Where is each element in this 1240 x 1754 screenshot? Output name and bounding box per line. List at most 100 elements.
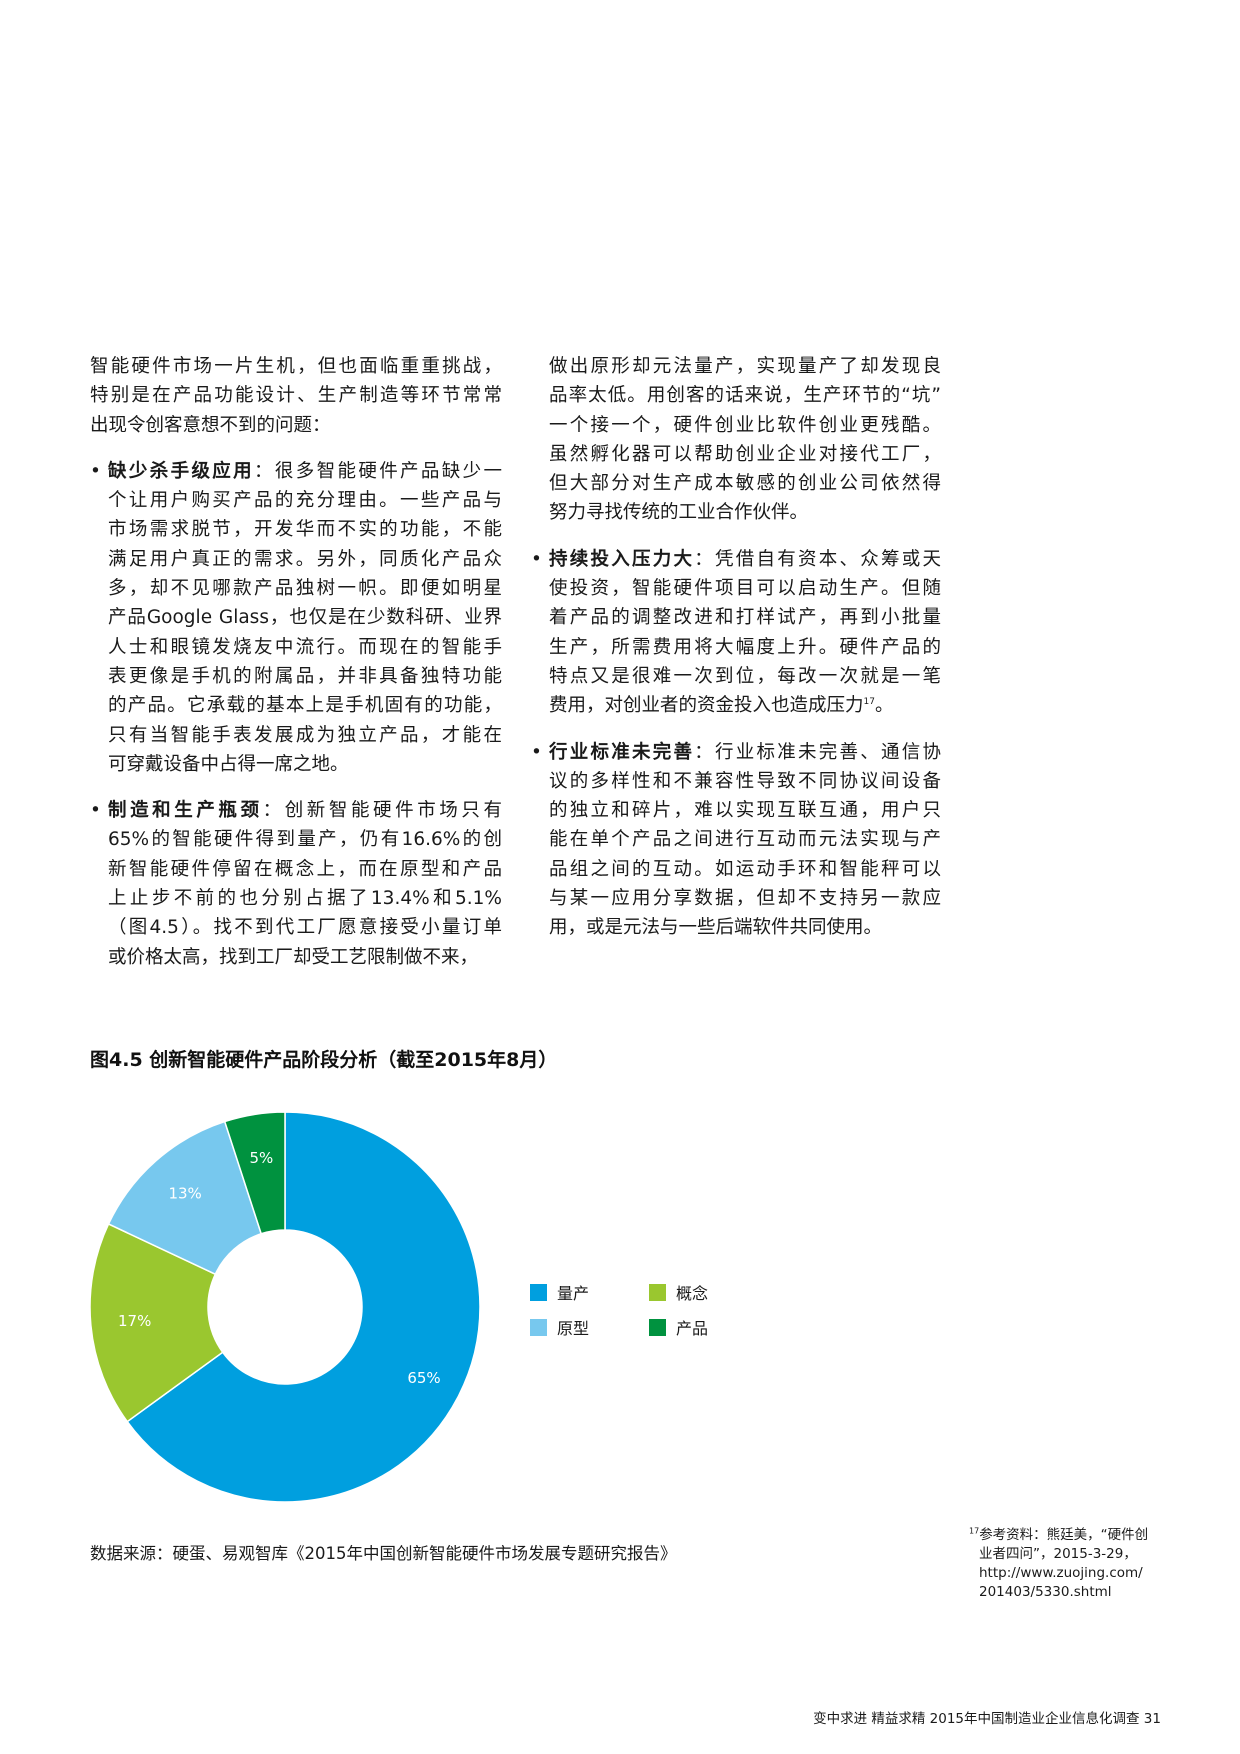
text-line: 品组之间的互动。如运动手环和智能秤可以 (549, 855, 941, 884)
text-line: 能在单个产品之间进行互动而元法实现与产 (549, 825, 941, 854)
slice-label: 65% (407, 1369, 440, 1387)
text-line: 一个接一个，硬件创业比软件创业更残酷。 (549, 414, 941, 436)
text-span: 65%的智能硬件得到量产，仍有16.6%的创 (108, 829, 502, 851)
text-span: 只有当智能手表发展成为独立产品，才能在 (108, 724, 502, 746)
text-span: 人士和眼镜发烧友中流行。而现在的智能手 (108, 636, 502, 658)
text-line: 虽然孵化器可以帮助创业企业对接代工厂， (549, 443, 941, 465)
text-span: ：创新智能硬件市场只有 (262, 800, 502, 822)
text-line: 可穿戴设备中占得一席之地。 (108, 750, 502, 779)
left-column: 智能硬件市场一片生机，但也面临重重挑战， 特别是在产品功能设计、生产制造等环节常常… (90, 352, 502, 989)
text-span: 新智能硬件停留在概念上，而在原型和产品 (108, 858, 502, 880)
text-line: （图4.5）。找不到代工厂愿意接受小量订单 (108, 913, 502, 942)
text-line: 做出原形却元法量产，实现量产了却发现良 (549, 356, 941, 377)
slice-label: 5% (249, 1149, 273, 1167)
text-span: 个让用户购买产品的充分理由。一些产品与 (108, 490, 502, 512)
text-span: 市场需求脱节，开发华而不实的功能，不能 (108, 519, 502, 541)
text-span: 生产，所需费用将大幅度上升。硬件产品的 (549, 636, 941, 658)
bullet-killer-app: • 缺少杀手级应用：很多智能硬件产品缺少一 个让用户购买产品的充分理由。一些产品与市… (90, 457, 502, 779)
intro-paragraph: 智能硬件市场一片生机，但也面临重重挑战， 特别是在产品功能设计、生产制造等环节常常… (90, 352, 502, 440)
figure-title: 图4.5 创新智能硬件产品阶段分析（截至2015年8月） (90, 1049, 558, 1071)
text-line: 的产品。它承载的基本上是手机固有的功能， (108, 691, 502, 720)
slice-产品 (223, 1111, 286, 1235)
text-line: 行业标准未完善：行业标准未完善、通信协 (549, 738, 941, 767)
legend-swatch-icon (530, 1283, 547, 1301)
text-span: 多，却不见哪款产品独树一帜。即便如明星 (108, 578, 502, 600)
legend-swatch-icon (649, 1283, 666, 1301)
legend-label: 量产 (557, 1284, 590, 1303)
text-line: 上止步不前的也分别占据了13.4%和5.1% (108, 884, 502, 913)
bullet-icon: • (90, 800, 101, 822)
text-line: 出现令创客意想不到的问题： (90, 414, 331, 436)
text-span: 表更像是手机的附属品，并非具备独特功能 (108, 665, 502, 687)
text-line: 用，或是元法与一些后端软件共同使用。 (549, 913, 941, 942)
text-line: 议的多样性和不兼容性导致不同协议间设备 (549, 767, 941, 796)
text-span: 可穿戴设备中占得一席之地。 (108, 753, 349, 775)
slice-量产 (126, 1111, 481, 1503)
footnote-ref: 17 (863, 697, 875, 708)
legend-item: 量产 (530, 1280, 589, 1304)
bullet-heading: 行业标准未完善 (549, 741, 695, 763)
bullet-icon: • (531, 548, 542, 570)
text-span: 的产品。它承载的基本上是手机固有的功能， (108, 695, 502, 717)
text-line: 产品Google Glass，也仅是在少数科研、业界 (108, 603, 502, 632)
bullet-standards: • 行业标准未完善：行业标准未完善、通信协议的多样性和不兼容性导致不同协议间设备的… (531, 738, 941, 943)
continued-paragraph: 做出原形却元法量产，实现量产了却发现良 品率太低。用创客的话来说，生产环节的“坑”… (531, 352, 941, 528)
legend-item: 产品 (649, 1315, 708, 1339)
text-span: 与某一应用分享数据，但却不支持另一款应 (549, 888, 941, 910)
text-span: 议的多样性和不兼容性导致不同协议间设备 (549, 770, 941, 792)
text-span: ：行业标准未完善、通信协 (694, 741, 941, 763)
text-line: 只有当智能手表发展成为独立产品，才能在 (108, 721, 502, 750)
legend-label: 产品 (676, 1319, 709, 1338)
data-source: 数据来源：硬蛋、易观智库《2015年中国创新智能硬件市场发展专题研究报告》 (90, 1544, 677, 1563)
slice-label: 13% (168, 1185, 201, 1203)
text-line: 的独立和碎片，难以实现互联互通，用户只 (549, 796, 941, 825)
text-span: 品组之间的互动。如运动手环和智能秤可以 (549, 858, 941, 880)
legend-label: 原型 (557, 1319, 590, 1338)
footnote: 17参考资料：熊廷美，“硬件创 业者四问”，2015-3-29， http://… (969, 1526, 1148, 1602)
text-span: ：很多智能硬件产品缺少一 (254, 460, 502, 482)
text-line: 使投资，智能硬件项目可以启动生产。但随 (549, 574, 941, 603)
text-span: 用，或是元法与一些后端软件共同使用。 (549, 917, 883, 939)
legend-swatch-icon (530, 1318, 547, 1336)
legend-item: 概念 (649, 1280, 708, 1304)
text-line: 特点又是很难一次到位，每改一次就是一笔 (549, 662, 941, 691)
text-span: 能在单个产品之间进行互动而元法实现与产 (549, 829, 941, 851)
text-line: 生产，所需费用将大幅度上升。硬件产品的 (549, 633, 941, 662)
text-span: 产品Google Glass，也仅是在少数科研、业界 (108, 607, 502, 629)
text-span: 满足用户真正的需求。另外，同质化产品众 (108, 548, 502, 570)
text-line: 但大部分对生产成本敏感的创业公司依然得 (549, 473, 941, 495)
bullet-icon: • (90, 460, 101, 482)
legend-swatch-icon (649, 1318, 666, 1336)
slice-原型 (107, 1120, 263, 1276)
bullet-manufacturing: • 制造和生产瓶颈：创新智能硬件市场只有 65%的智能硬件得到量产，仍有16.6%的… (90, 796, 502, 972)
text-line: 费用，对创业者的资金投入也造成压力17。 (549, 691, 941, 720)
bullet-heading: 持续投入压力大 (549, 548, 695, 570)
text-span: 或价格太高，找到工厂却受工艺限制做不来， (108, 946, 479, 968)
slice-概念 (89, 1222, 224, 1423)
text-span: ：凭借自有资本、众筹或天 (694, 548, 941, 570)
text-line: 市场需求脱节，开发华而不实的功能，不能 (108, 515, 502, 544)
legend-label: 概念 (676, 1284, 709, 1303)
text-span: （图4.5）。找不到代工厂愿意接受小量订单 (108, 917, 502, 939)
text-line: 满足用户真正的需求。另外，同质化产品众 (108, 545, 502, 574)
text-line: 制造和生产瓶颈：创新智能硬件市场只有 (108, 796, 502, 825)
text-line: 持续投入压力大：凭借自有资本、众筹或天 (549, 545, 941, 574)
text-line: 努力寻找传统的工业合作伙伴。 (549, 502, 809, 524)
text-line: 个让用户购买产品的充分理由。一些产品与 (108, 486, 502, 515)
text-line: 新智能硬件停留在概念上，而在原型和产品 (108, 855, 502, 884)
text-line: 表更像是手机的附属品，并非具备独特功能 (108, 662, 502, 691)
page-footer: 变中求进 精益求精 2015年中国制造业企业信息化调查 31 (813, 1711, 1161, 1727)
footnote-line: 201403/5330.shtml (979, 1584, 1112, 1600)
footnote-link[interactable]: http://www.zuojing.com/ (979, 1565, 1143, 1581)
legend-item: 原型 (530, 1315, 589, 1339)
text-span: 费用，对创业者的资金投入也造成压力 (549, 695, 864, 717)
text-span: 。 (874, 695, 894, 717)
text-line: 特别是在产品功能设计、生产制造等环节常常 (90, 385, 502, 407)
text-line: 65%的智能硬件得到量产，仍有16.6%的创 (108, 825, 502, 854)
text-span: 的独立和碎片，难以实现互联互通，用户只 (549, 800, 941, 822)
footnote-line: 参考资料：熊廷美，“硬件创 (979, 1527, 1149, 1543)
text-line: 着产品的调整改进和打样试产，再到小批量 (549, 603, 941, 632)
text-line: 智能硬件市场一片生机，但也面临重重挑战， (90, 356, 502, 377)
text-line: 品率太低。用创客的话来说，生产环节的“坑” (549, 385, 941, 407)
bullet-icon: • (531, 741, 542, 763)
